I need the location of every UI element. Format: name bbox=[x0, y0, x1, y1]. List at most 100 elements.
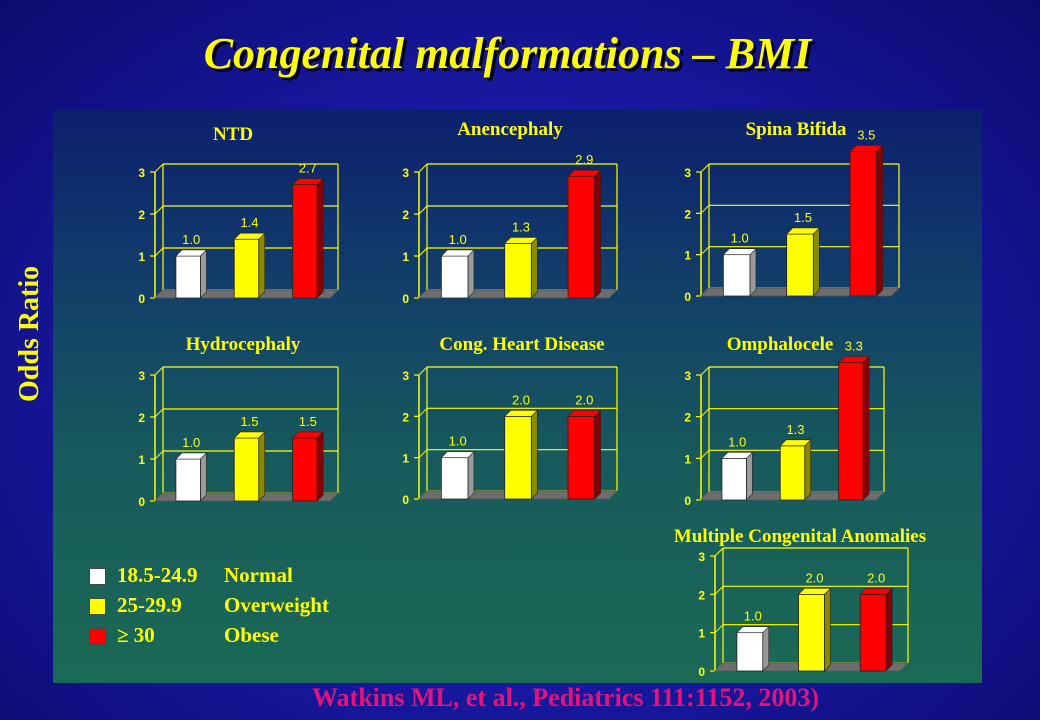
bar-top bbox=[567, 169, 602, 177]
y-tick-label: 0 bbox=[138, 495, 145, 509]
y-tick-label: 2 bbox=[402, 410, 409, 424]
y-tick-label: 1 bbox=[684, 452, 691, 466]
y-tick-label: 2 bbox=[684, 411, 691, 425]
bar-label: 1.0 bbox=[744, 609, 762, 624]
bar-side bbox=[749, 247, 757, 297]
bar-label: 2.0 bbox=[805, 570, 823, 585]
y-tick-label: 1 bbox=[138, 250, 145, 264]
legend-range-normal: 18.5-24.9 bbox=[117, 563, 198, 587]
chart-1: Anencephaly 0 1 2 3 1.0 1.3 2.9 bbox=[402, 119, 618, 306]
y-tick-label: 2 bbox=[402, 208, 409, 222]
grid-depth bbox=[154, 247, 164, 257]
bar-top bbox=[849, 145, 884, 152]
charts-panel: NTD 0 1 2 3 1.0 1.4 2.7 Anencephaly 0 1 2 3 1.0 1.3 2.9… bbox=[53, 110, 982, 683]
bar-top bbox=[859, 588, 893, 595]
grid-depth bbox=[700, 163, 710, 173]
y-tick-label: 0 bbox=[684, 290, 691, 304]
bar bbox=[838, 362, 864, 501]
y-tick-label: 1 bbox=[402, 250, 409, 264]
bar-top bbox=[779, 439, 812, 447]
bar-label: 1.0 bbox=[449, 232, 467, 247]
bar bbox=[786, 233, 814, 297]
bar-top bbox=[233, 232, 266, 240]
citation: Watkins ML, et al., Pediatrics 111:1152,… bbox=[312, 683, 819, 712]
bar bbox=[233, 437, 260, 502]
bar-side bbox=[316, 177, 324, 299]
bar-label: 1.4 bbox=[240, 215, 258, 230]
bar bbox=[440, 255, 469, 299]
bar bbox=[567, 415, 596, 500]
bar-top bbox=[837, 356, 870, 363]
grid-depth bbox=[714, 547, 724, 557]
y-tick-label: 1 bbox=[402, 452, 409, 466]
bar-top bbox=[440, 451, 475, 458]
bar-side bbox=[885, 587, 893, 672]
bar-side bbox=[530, 236, 538, 299]
bar-top bbox=[721, 452, 754, 459]
bar bbox=[722, 254, 751, 297]
bar bbox=[504, 242, 532, 299]
grid-depth bbox=[700, 449, 710, 459]
grid-depth bbox=[700, 246, 710, 256]
bar bbox=[779, 445, 806, 501]
y-tick-label: 1 bbox=[698, 627, 705, 641]
bar-side bbox=[258, 232, 266, 299]
bar-label: 1.0 bbox=[731, 231, 749, 246]
y-tick-label: 3 bbox=[402, 166, 409, 180]
bar-side bbox=[200, 452, 207, 502]
legend-range-overweight: 25-29.9 bbox=[117, 593, 182, 617]
grid-depth bbox=[154, 163, 164, 173]
y-tick-label: 2 bbox=[138, 411, 145, 425]
y-tick-label: 3 bbox=[698, 550, 705, 564]
bar bbox=[504, 415, 532, 500]
bar bbox=[798, 593, 825, 672]
bar-side bbox=[876, 144, 883, 297]
y-tick-label: 0 bbox=[402, 493, 409, 507]
legend-range-obese: ≥ 30 bbox=[117, 623, 155, 647]
bar-top bbox=[440, 249, 475, 257]
chart-2: Spina Bifida 0 1 2 3 1.0 1.5 3.5 bbox=[684, 119, 900, 304]
bar-label: 1.0 bbox=[728, 434, 746, 449]
bar-label: 1.0 bbox=[182, 435, 200, 450]
grid-depth bbox=[700, 408, 710, 418]
bar-side bbox=[594, 409, 601, 500]
legend-label-obese: Obese bbox=[224, 623, 279, 647]
bar-side bbox=[200, 249, 207, 299]
chart-0: NTD 0 1 2 3 1.0 1.4 2.7 bbox=[138, 124, 339, 306]
charts-svg: NTD 0 1 2 3 1.0 1.4 2.7 Anencephaly 0 1 2 3 1.0 1.3 2.9… bbox=[138, 119, 926, 679]
bar-label: 1.5 bbox=[794, 210, 812, 225]
bar-top bbox=[175, 452, 208, 460]
bar-side bbox=[467, 450, 475, 500]
y-axis-title: Odds Ratio bbox=[14, 265, 45, 402]
grid-depth bbox=[418, 163, 428, 173]
bar bbox=[859, 593, 887, 672]
bar-top bbox=[233, 431, 266, 439]
bar-side bbox=[762, 625, 770, 672]
y-tick-label: 2 bbox=[138, 208, 145, 222]
y-tick-label: 3 bbox=[138, 166, 145, 180]
bar-side bbox=[530, 409, 538, 500]
y-tick-label: 2 bbox=[684, 207, 691, 221]
bar-side bbox=[316, 431, 324, 502]
bar-side bbox=[258, 431, 266, 502]
bar-label: 1.3 bbox=[512, 219, 530, 234]
bar-top bbox=[736, 626, 770, 633]
grid-depth bbox=[418, 205, 428, 215]
y-tick-label: 0 bbox=[402, 292, 409, 306]
grid-depth bbox=[700, 366, 710, 376]
bar-top bbox=[785, 227, 821, 235]
bar bbox=[849, 150, 878, 297]
chart-4: Cong. Heart Disease 0 1 2 3 1.0 2.0 2.0 bbox=[402, 334, 618, 507]
bar-side bbox=[862, 355, 870, 501]
bar-top bbox=[567, 410, 602, 417]
y-tick-label: 1 bbox=[138, 453, 145, 467]
y-tick-label: 3 bbox=[684, 166, 691, 180]
grid-depth bbox=[714, 585, 724, 595]
bar-top bbox=[503, 410, 539, 417]
bar-label: 3.3 bbox=[845, 339, 863, 354]
bar bbox=[233, 238, 260, 299]
bar bbox=[175, 458, 201, 502]
bar bbox=[736, 632, 764, 672]
slide-title: Congenital malformations – BMI bbox=[203, 29, 812, 78]
bar-label: 1.3 bbox=[786, 422, 804, 437]
